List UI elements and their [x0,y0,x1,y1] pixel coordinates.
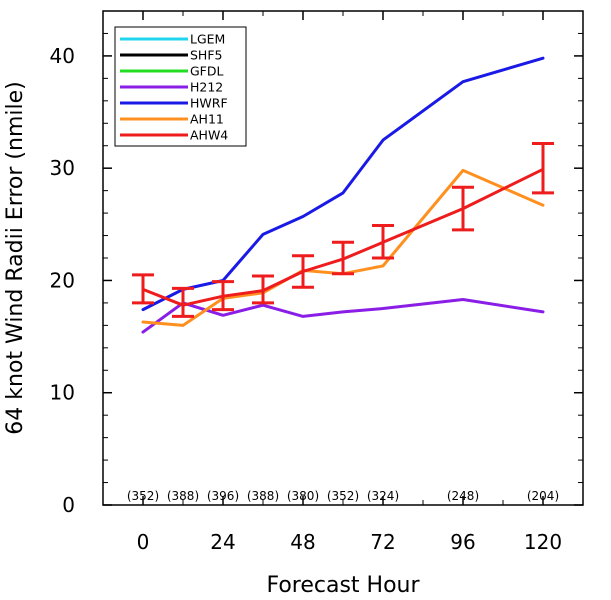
error-bar [292,254,314,289]
sample-count-label: (352) [327,489,359,503]
error-bar [372,223,394,260]
legend-label-lgem: LGEM [190,32,225,47]
x-tick-label: 72 [370,530,395,554]
x-tick-label: 24 [210,530,235,554]
error-bar [132,273,154,305]
y-tick-label: 10 [50,381,75,405]
sample-count-label: (388) [167,489,199,503]
y-axis-label: 64 knot Wind Radii Error (nmile) [3,81,28,434]
x-tick-label: 48 [290,530,315,554]
error-bar [252,274,274,305]
legend-label-shf5: SHF5 [190,48,222,63]
error-bar [452,185,474,232]
x-tick-label: 120 [524,530,562,554]
legend-label-ahw4: AHW4 [190,128,228,143]
series-line-hwrf [141,56,545,312]
y-tick-label: 30 [50,156,75,180]
legend-label-hwrf: HWRF [190,96,228,111]
legend-label-gfdl: GFDL [190,64,224,79]
y-tick-label: 20 [50,268,75,292]
y-tick-label: 40 [50,44,75,68]
error-bar [212,280,234,312]
x-tick-label: 0 [137,530,150,554]
x-tick-label: 96 [450,530,475,554]
legend-label-h212: H212 [190,80,223,95]
error-bar [172,286,194,318]
y-tick-label: 0 [62,493,75,517]
error-bar [332,240,354,276]
x-axis-label: Forecast Hour [266,573,420,598]
legend-label-ah11: AH11 [190,112,224,127]
sample-count-label: (388) [247,489,279,503]
error-bar [532,141,554,195]
series-line-h212 [141,298,545,334]
